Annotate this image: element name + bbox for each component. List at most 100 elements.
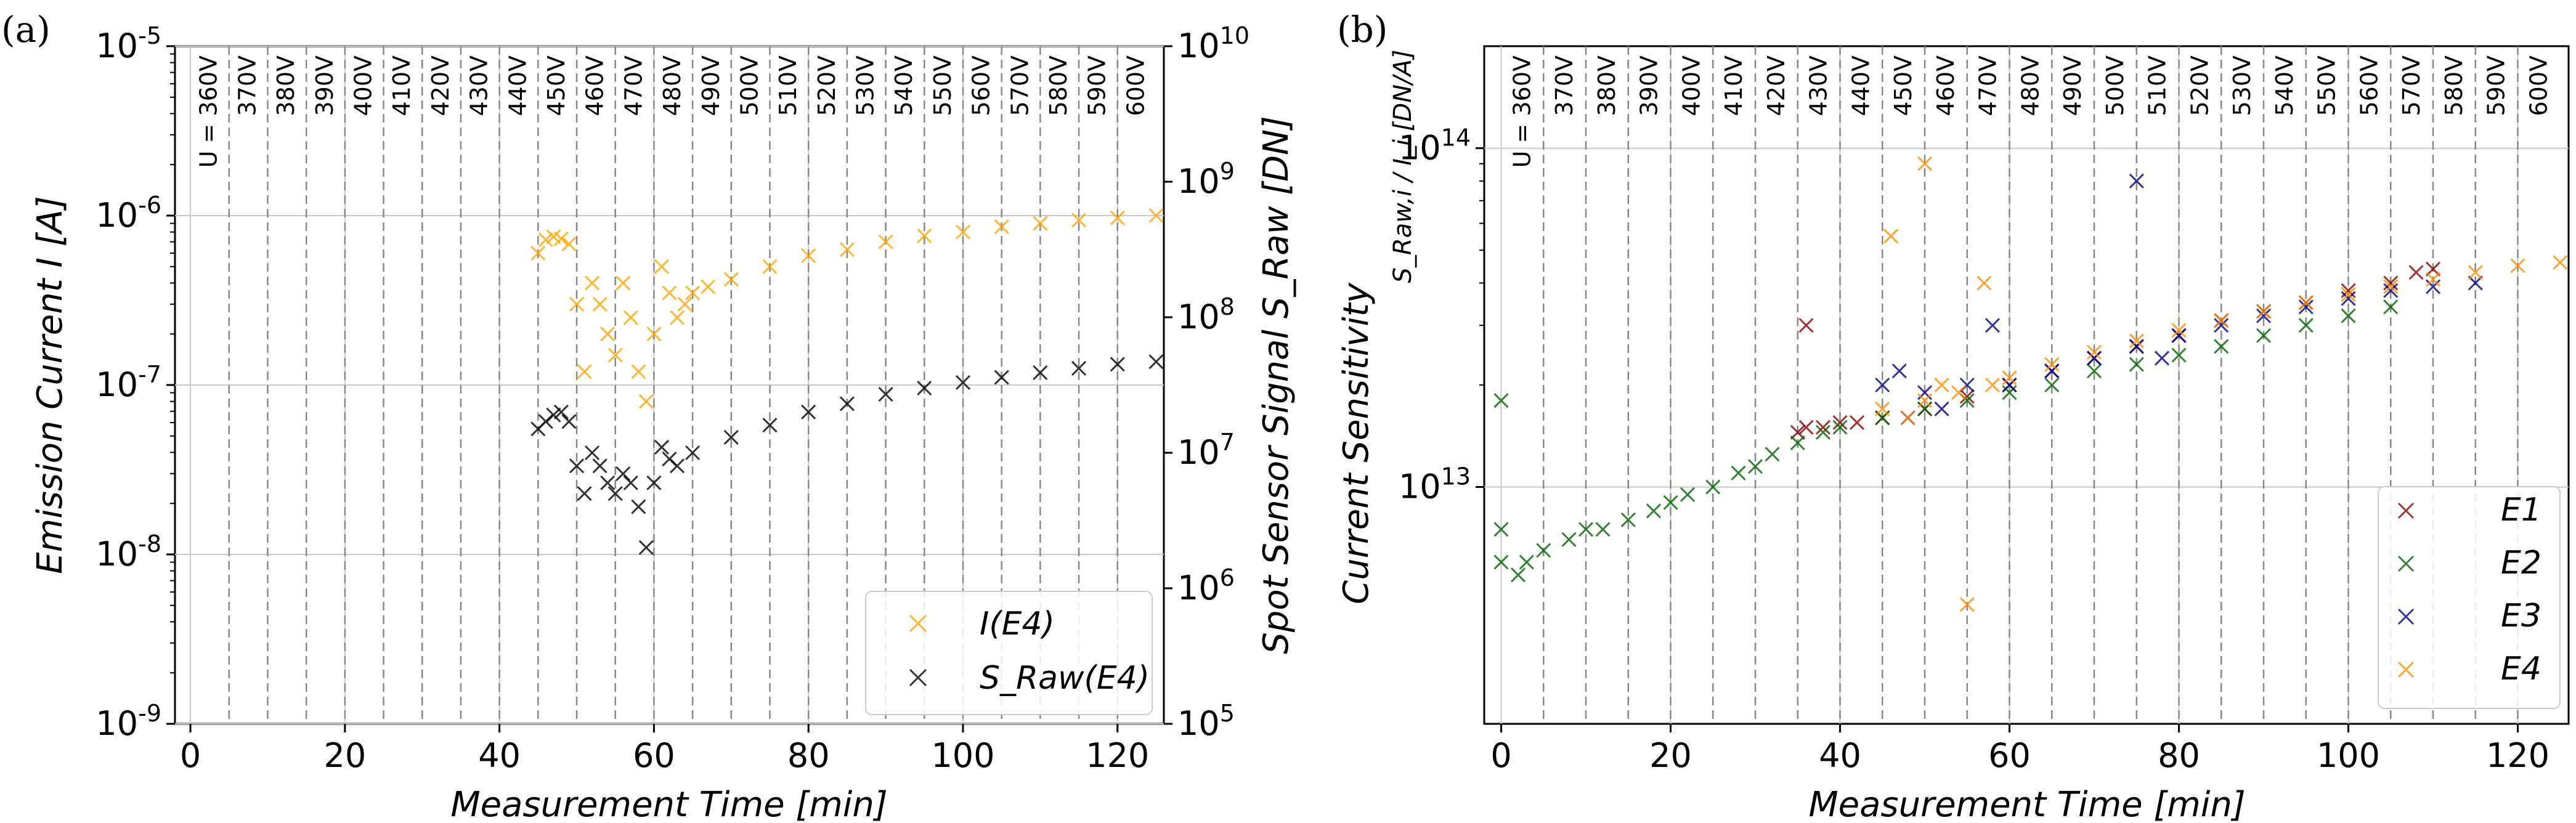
data-point xyxy=(1578,522,1594,537)
data-point xyxy=(600,475,616,490)
legend-marker-stroke xyxy=(909,668,927,687)
data-point-stroke xyxy=(577,486,592,501)
data-point-stroke xyxy=(592,296,607,312)
data-point-stroke xyxy=(1832,415,1848,430)
data-point-stroke xyxy=(762,418,778,433)
data-point xyxy=(631,499,646,514)
voltage-label: 370V xyxy=(234,55,261,116)
data-point-stroke xyxy=(955,375,971,390)
legend-marker xyxy=(2397,555,2415,572)
data-point xyxy=(2298,318,2314,333)
data-point xyxy=(592,458,607,474)
data-point xyxy=(2468,265,2483,280)
data-point xyxy=(1883,229,1899,244)
data-point xyxy=(1680,487,1696,502)
data-point xyxy=(2256,328,2272,343)
data-point xyxy=(577,364,592,379)
x-tick-label: 60 xyxy=(633,736,675,775)
legend-marker xyxy=(2397,661,2415,678)
data-point xyxy=(592,296,607,312)
data-point xyxy=(1620,512,1636,527)
data-point xyxy=(2154,351,2170,366)
legend-marker xyxy=(909,668,927,687)
data-point xyxy=(553,231,569,246)
data-point xyxy=(2171,347,2187,363)
panel-a-right-y-axis-label: Spot Sensor Signal S_Raw [DN] xyxy=(1256,116,1296,654)
data-point-stroke xyxy=(2129,173,2144,189)
data-point xyxy=(1033,216,1048,231)
data-point-stroke xyxy=(1536,543,1551,558)
data-point xyxy=(2214,313,2229,328)
voltage-label: 400V xyxy=(349,55,376,116)
data-point xyxy=(1951,385,1967,400)
voltage-label: 540V xyxy=(2271,55,2298,116)
data-point-stroke xyxy=(1071,360,1087,376)
voltage-label: 430V xyxy=(1805,55,1832,116)
voltage-label: 500V xyxy=(736,55,763,116)
data-point xyxy=(2341,291,2356,306)
y-tick-label: 1014 xyxy=(1399,124,1471,168)
panel-a-x-axis-label: Measurement Time [min] xyxy=(450,785,887,823)
data-point-stroke xyxy=(2086,363,2102,379)
data-point xyxy=(878,234,893,249)
data-point-stroke xyxy=(1875,401,1890,416)
panel-a-data-points xyxy=(530,208,1164,555)
data-point-stroke xyxy=(2002,385,2017,400)
data-point xyxy=(616,466,631,482)
data-point xyxy=(1110,210,1125,225)
data-point xyxy=(1875,401,1890,416)
data-point-stroke xyxy=(685,445,701,461)
data-point xyxy=(2256,304,2272,319)
data-point-stroke xyxy=(607,486,623,501)
data-point xyxy=(1110,357,1125,372)
voltage-label: 390V xyxy=(311,55,338,116)
panel-a-y-ticks: 10-9 10-8 10-7 10-6 10-5 xyxy=(95,22,175,743)
data-point-stroke xyxy=(577,364,592,379)
data-point-stroke xyxy=(917,228,932,243)
data-point xyxy=(1493,393,1509,408)
panel-a-legend: I(E4) S_Raw(E4) xyxy=(865,591,1153,715)
voltage-label: 550V xyxy=(2314,55,2341,116)
data-point xyxy=(1731,465,1746,480)
data-point-stroke xyxy=(1917,393,1933,408)
panel-a-right-y-ticks: 105 106 107 108 109 1010 xyxy=(1164,22,1249,743)
voltage-label: 570V xyxy=(1006,55,1033,116)
data-point-stroke xyxy=(685,285,701,301)
data-point xyxy=(1875,377,1890,393)
panel-b-x-axis-label: Measurement Time [min] xyxy=(1808,785,2245,823)
data-point-stroke xyxy=(2383,279,2399,294)
data-point xyxy=(1747,459,1763,474)
data-point-stroke xyxy=(1900,410,1916,426)
data-point-stroke xyxy=(638,540,654,555)
voltage-label: 480V xyxy=(2017,55,2044,116)
data-point xyxy=(762,259,778,274)
panel-b-legend-box xyxy=(2378,486,2561,709)
data-point xyxy=(623,475,638,490)
data-point-stroke xyxy=(669,310,685,325)
data-point-stroke xyxy=(623,310,638,325)
data-point xyxy=(839,242,855,257)
data-point xyxy=(723,272,739,287)
data-point xyxy=(917,380,932,396)
data-point xyxy=(553,404,569,420)
data-point-stroke xyxy=(1798,318,1814,333)
data-point-stroke xyxy=(723,429,739,445)
data-point-stroke xyxy=(623,475,638,490)
data-point xyxy=(839,396,855,412)
data-point-stroke xyxy=(2129,339,2144,354)
data-point xyxy=(1917,393,1933,408)
data-point xyxy=(669,310,685,325)
data-point-stroke xyxy=(638,394,654,409)
y-tick-label: 10-7 xyxy=(95,361,161,404)
data-point-stroke xyxy=(616,275,631,291)
data-point-stroke xyxy=(2129,357,2144,372)
data-point xyxy=(577,486,592,501)
data-point xyxy=(2383,275,2399,291)
data-point-stroke xyxy=(585,275,600,291)
data-point xyxy=(1985,318,2001,333)
data-point xyxy=(685,285,701,301)
data-point-stroke xyxy=(569,296,585,312)
y-tick-label: 10-9 xyxy=(95,700,161,743)
data-point-stroke xyxy=(607,347,623,363)
data-point-stroke xyxy=(662,285,677,301)
